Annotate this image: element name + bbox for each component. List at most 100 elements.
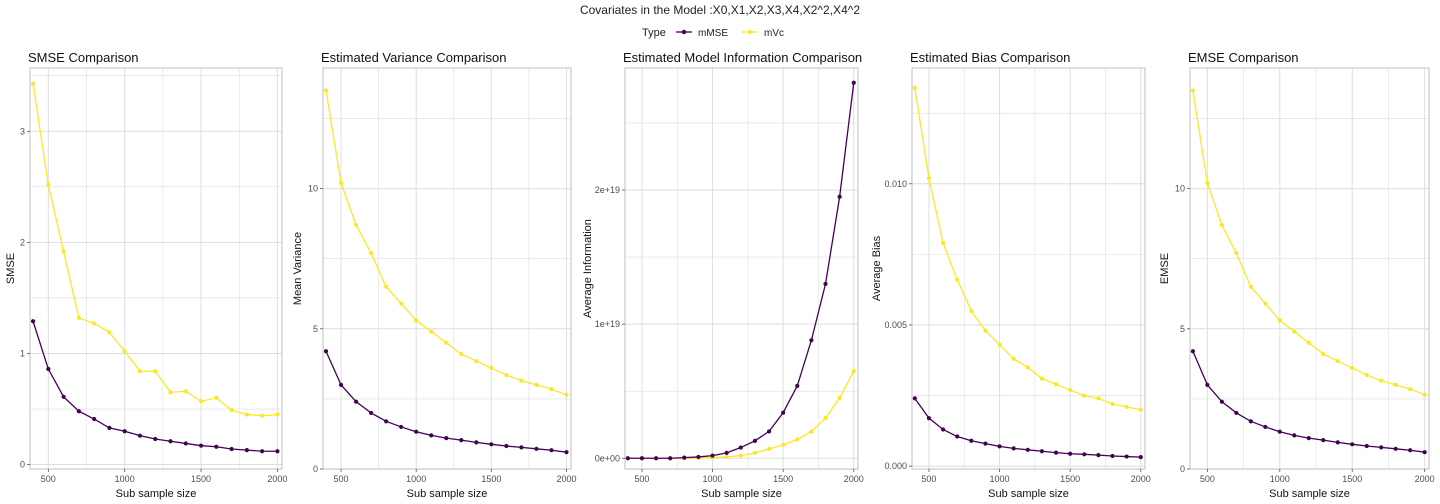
- data-point-mMSE: [724, 450, 729, 456]
- data-point-mMSE: [809, 338, 814, 343]
- data-point-mMSE: [30, 319, 36, 324]
- data-point-mVc: [46, 182, 51, 187]
- data-point-mVc: [504, 372, 509, 378]
- x-tick-label: 1500: [481, 474, 501, 484]
- data-point-mVc: [1205, 180, 1210, 186]
- legend-item-mMSE: mMSE: [676, 28, 728, 39]
- data-point-mVc: [752, 450, 758, 456]
- data-point-mMSE: [1219, 399, 1224, 404]
- grid: [30, 68, 282, 469]
- panel-title: SMSE Comparison: [28, 50, 139, 65]
- x-axis-label: Sub sample size: [1269, 488, 1350, 500]
- data-point-mVc: [30, 81, 36, 86]
- data-point-mVc: [122, 349, 127, 354]
- y-tick-label: 0: [313, 464, 318, 474]
- data-point-mMSE: [653, 456, 659, 461]
- data-point-mMSE: [837, 194, 842, 199]
- data-point-mVc: [1350, 365, 1355, 371]
- y-tick-label: 10: [1175, 184, 1185, 194]
- data-point-mMSE: [696, 454, 701, 460]
- x-axis-label: Sub sample size: [988, 488, 1069, 500]
- grid: [625, 68, 858, 469]
- grid: [912, 68, 1145, 469]
- data-point-mMSE: [183, 441, 188, 446]
- data-point-mVc: [1248, 284, 1253, 289]
- data-point-mMSE: [823, 281, 828, 287]
- data-point-mMSE: [1190, 349, 1195, 354]
- y-tick-label: 1e+19: [595, 319, 620, 329]
- data-point-mVc: [940, 240, 946, 246]
- data-point-mVc: [1082, 393, 1087, 398]
- data-point-mMSE: [1364, 443, 1369, 449]
- chart-panel-1: SMSE Comparison 500 1000 1500 2000 0 1 2 3 Sub sa…: [5, 50, 287, 500]
- data-point-mMSE: [1422, 450, 1427, 455]
- series-mVc: [323, 88, 569, 397]
- data-point-mMSE: [137, 433, 143, 438]
- panel-title: Estimated Model Information Comparison: [623, 50, 862, 65]
- x-tick-label: 2000: [1415, 474, 1435, 484]
- legend-item-mVc: mVc: [742, 28, 784, 39]
- data-point-mMSE: [214, 444, 219, 449]
- y-tick-label: 5: [1180, 324, 1185, 334]
- legend-title: Type: [642, 27, 666, 39]
- data-point-mMSE: [969, 438, 974, 443]
- data-point-mVc: [1277, 318, 1282, 323]
- data-point-mMSE: [851, 80, 856, 85]
- data-point-mVc: [1306, 340, 1311, 345]
- data-point-mMSE: [738, 445, 743, 450]
- data-point-mMSE: [459, 438, 464, 443]
- data-point-mVc: [1025, 365, 1030, 370]
- data-point-mMSE: [1124, 454, 1129, 459]
- x-tick-label: 2000: [556, 474, 576, 484]
- data-point-mVc: [926, 176, 932, 181]
- x-tick-label: 500: [334, 474, 349, 484]
- data-point-mMSE: [1138, 455, 1143, 460]
- data-point-mVc: [912, 85, 917, 90]
- data-point-mMSE: [682, 455, 687, 460]
- data-point-mMSE: [795, 383, 800, 388]
- data-point-mMSE: [710, 453, 715, 458]
- data-point-mVc: [823, 415, 828, 421]
- data-point-mVc: [1096, 396, 1101, 401]
- series-mVc: [30, 81, 280, 418]
- data-point-mVc: [369, 250, 374, 256]
- data-point-mVc: [429, 329, 434, 334]
- data-point-mMSE: [1350, 442, 1355, 447]
- figure-title: Covariates in the Model :X0,X1,X2,X3,X4,…: [580, 3, 860, 17]
- y-tick-label: 5: [313, 324, 318, 334]
- series-line-mMSE: [627, 82, 855, 459]
- data-point-mVc: [1234, 250, 1239, 256]
- data-point-mMSE: [46, 366, 51, 372]
- legend-key-point: [681, 29, 687, 35]
- series-mMSE: [625, 80, 856, 461]
- panel-border: [624, 67, 859, 470]
- data-point-mMSE: [912, 396, 917, 401]
- y-tick-label: 0.010: [884, 179, 907, 189]
- data-point-mMSE: [1277, 429, 1282, 434]
- y-tick-label: 0e+00: [595, 453, 620, 463]
- data-point-mMSE: [107, 425, 112, 430]
- data-point-mVc: [1219, 222, 1224, 228]
- series-mVc: [1190, 88, 1427, 397]
- series-mMSE: [1190, 349, 1427, 455]
- data-point-mMSE: [444, 436, 449, 441]
- x-tick-label: 1500: [773, 474, 793, 484]
- data-point-mMSE: [1110, 453, 1115, 459]
- data-point-mMSE: [668, 456, 673, 461]
- data-point-mMSE: [549, 448, 554, 453]
- data-point-mVc: [1335, 358, 1340, 364]
- data-point-mMSE: [781, 410, 786, 415]
- data-point-mMSE: [1306, 436, 1311, 441]
- x-tick-label: 1500: [1342, 474, 1362, 484]
- data-point-mVc: [1138, 407, 1143, 412]
- data-point-mMSE: [353, 399, 359, 404]
- data-point-mMSE: [1393, 446, 1398, 451]
- data-point-mMSE: [76, 409, 81, 414]
- data-point-mVc: [1068, 387, 1073, 393]
- data-point-mVc: [851, 369, 856, 374]
- y-tick-label: 2e+19: [595, 185, 620, 195]
- data-point-mMSE: [1263, 424, 1268, 430]
- y-axis-label: Mean Variance: [292, 232, 304, 305]
- series-line-mMSE: [32, 321, 278, 452]
